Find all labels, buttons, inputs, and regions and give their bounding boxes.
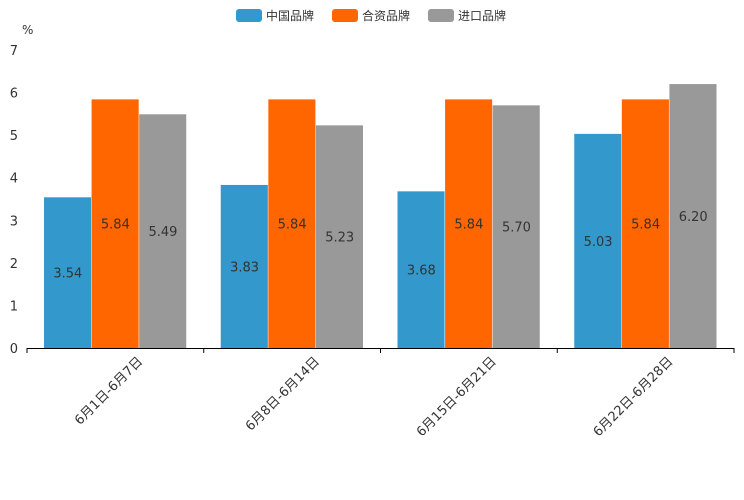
bar-series2-cat1 — [91, 99, 139, 348]
data-label-series2-cat1: 5.84 — [101, 218, 130, 233]
legend-swatch-3 — [428, 9, 454, 22]
legend-swatch-2 — [332, 9, 358, 22]
bar-series1-cat4 — [574, 133, 622, 348]
y-axis-unit-label: % — [22, 23, 33, 37]
data-label-series3-cat2: 5.23 — [325, 231, 354, 246]
data-label-series2-cat3: 5.84 — [454, 218, 483, 233]
bar-series1-cat1 — [44, 197, 92, 348]
data-label-series1-cat4: 5.03 — [584, 235, 613, 250]
data-label-series1-cat1: 3.54 — [53, 267, 82, 282]
bars-group: 3.54 5.84 5.49 3.83 5.84 5.23 3.68 5.84 5.70 5.03… — [44, 84, 717, 349]
legend-label-1: 中国品牌 — [266, 8, 314, 23]
bar-series2-cat3 — [445, 99, 493, 348]
legend: 中国品牌 合资品牌 进口品牌 — [236, 8, 506, 23]
bar-series1-cat3 — [397, 191, 445, 348]
bar-series3-cat2 — [315, 125, 363, 348]
bar-series2-cat2 — [268, 99, 316, 348]
y-tick-label-4: 4 — [10, 172, 18, 187]
bar-series3-cat3 — [492, 105, 540, 348]
bar-series3-cat1 — [139, 114, 187, 348]
bar-series1-cat2 — [220, 184, 268, 348]
bar-series2-cat4 — [621, 99, 669, 348]
bar-series3-cat4 — [669, 84, 717, 349]
y-tick-label-3: 3 — [10, 214, 18, 229]
data-label-series2-cat4: 5.84 — [631, 218, 660, 233]
data-label-series2-cat2: 5.84 — [278, 218, 307, 233]
data-label-series3-cat3: 5.70 — [502, 221, 531, 236]
legend-label-3: 进口品牌 — [458, 9, 506, 23]
y-tick-label-6: 6 — [10, 87, 18, 102]
y-tick-label-0: 0 — [10, 342, 18, 357]
x-tick-label-4: 6月22日-6月28日 — [591, 354, 677, 440]
data-label-series3-cat4: 6.20 — [679, 210, 708, 225]
data-label-series1-cat3: 3.68 — [407, 264, 436, 279]
legend-swatch-1 — [236, 9, 262, 22]
x-tick-label-3: 6月15日-6月21日 — [414, 354, 500, 440]
y-axis: 0 1 2 3 4 5 6 7 — [10, 44, 18, 357]
y-tick-label-1: 1 — [10, 299, 18, 314]
y-tick-label-2: 2 — [10, 257, 18, 272]
y-tick-label-7: 7 — [10, 44, 18, 59]
x-tick-label-1: 6月1日-6月7日 — [72, 354, 146, 428]
data-label-series3-cat1: 5.49 — [148, 225, 177, 240]
x-tick-label-2: 6月8日-6月14日 — [243, 354, 323, 434]
legend-label-2: 合资品牌 — [362, 8, 410, 23]
data-label-series1-cat2: 3.83 — [230, 260, 259, 275]
y-tick-label-5: 5 — [10, 129, 18, 144]
x-axis: 6月1日-6月7日 6月8日-6月14日 6月15日-6月21日 6月22日-6月28… — [26, 348, 735, 440]
